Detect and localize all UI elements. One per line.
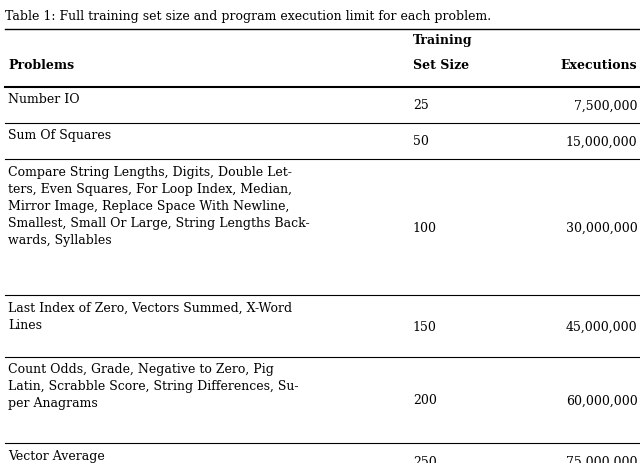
Text: Compare String Lengths, Digits, Double Let-
ters, Even Squares, For Loop Index, : Compare String Lengths, Digits, Double L… <box>8 165 310 246</box>
Text: Vector Average: Vector Average <box>8 449 105 462</box>
Text: Executions: Executions <box>561 59 637 72</box>
Text: 7,500,000: 7,500,000 <box>574 99 637 112</box>
Text: 200: 200 <box>413 394 436 407</box>
Text: 60,000,000: 60,000,000 <box>566 394 637 407</box>
Text: 150: 150 <box>413 320 436 333</box>
Text: 30,000,000: 30,000,000 <box>566 221 637 234</box>
Text: 45,000,000: 45,000,000 <box>566 320 637 333</box>
Text: 75,000,000: 75,000,000 <box>566 455 637 463</box>
Text: Table 1: Full training set size and program execution limit for each problem.: Table 1: Full training set size and prog… <box>5 10 492 23</box>
Text: Sum Of Squares: Sum Of Squares <box>8 129 111 142</box>
Text: Set Size: Set Size <box>413 59 469 72</box>
Text: Last Index of Zero, Vectors Summed, X-Word
Lines: Last Index of Zero, Vectors Summed, X-Wo… <box>8 301 292 332</box>
Text: 50: 50 <box>413 135 429 148</box>
Text: 25: 25 <box>413 99 429 112</box>
Text: 100: 100 <box>413 221 437 234</box>
Text: Problems: Problems <box>8 59 74 72</box>
Text: 15,000,000: 15,000,000 <box>566 135 637 148</box>
Text: Count Odds, Grade, Negative to Zero, Pig
Latin, Scrabble Score, String Differenc: Count Odds, Grade, Negative to Zero, Pig… <box>8 363 299 409</box>
Text: 250: 250 <box>413 455 436 463</box>
Text: Number IO: Number IO <box>8 93 80 106</box>
Text: Training: Training <box>413 34 472 47</box>
